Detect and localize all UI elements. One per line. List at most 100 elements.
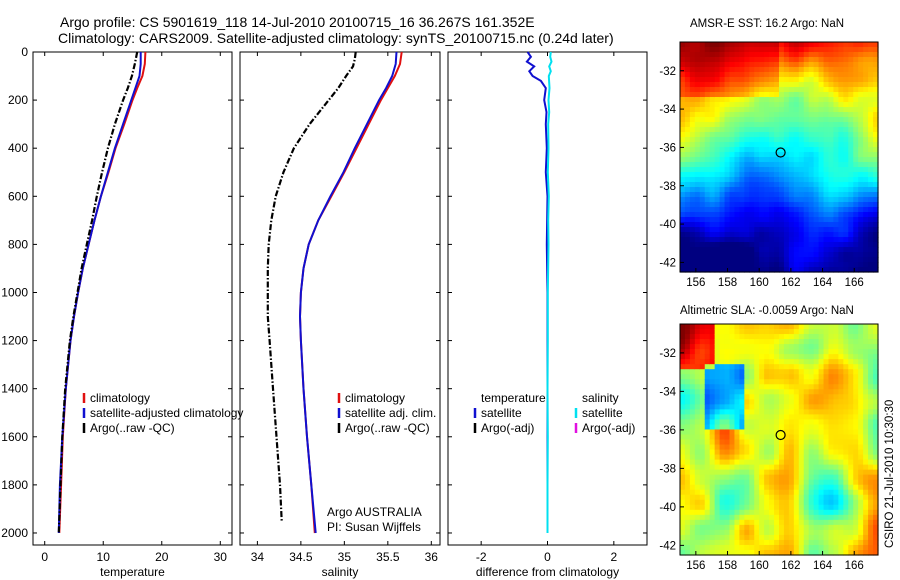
map-cell — [818, 449, 825, 456]
map-cell — [853, 469, 859, 476]
map-cell — [684, 474, 691, 481]
map-cell — [813, 137, 820, 143]
map-cell — [724, 364, 731, 370]
map-cell — [680, 369, 686, 375]
map-cell — [699, 152, 706, 158]
map-cell — [734, 202, 740, 208]
map-cell — [823, 429, 830, 436]
map-cell — [769, 162, 775, 168]
map-cell — [808, 454, 815, 461]
map-cell — [689, 374, 696, 380]
map-cell — [803, 394, 810, 400]
map-cell — [699, 102, 706, 108]
legend-salinity-label-2: Argo(..raw -QC) — [345, 421, 430, 435]
map-cell — [818, 359, 825, 365]
map-cell — [774, 122, 780, 128]
map-cell — [764, 534, 770, 541]
map-cell — [754, 409, 760, 415]
map-cell — [848, 152, 854, 158]
map-cell — [873, 142, 879, 148]
map-cell — [724, 494, 731, 501]
map-cell — [788, 534, 795, 541]
map-cell — [774, 369, 780, 375]
sst-map-title: AMSR-E SST: 16.2 Argo: NaN — [690, 18, 845, 30]
map-cell — [779, 52, 785, 58]
map-cell — [699, 484, 706, 491]
map-cell — [739, 137, 745, 143]
map-cell — [709, 469, 716, 476]
map-cell — [724, 242, 731, 248]
map-cell — [828, 519, 835, 526]
map-cell — [798, 107, 805, 113]
map-cell — [818, 534, 825, 541]
map-cell — [709, 484, 716, 491]
map-cell — [838, 77, 844, 83]
map-cell — [699, 242, 706, 248]
map-cell — [798, 137, 805, 143]
map-cell — [779, 182, 785, 188]
map-cell — [734, 509, 740, 516]
map-cell — [783, 42, 790, 48]
map-cell — [719, 354, 726, 360]
map-cell — [833, 389, 839, 395]
map-cell — [764, 334, 770, 340]
map-cell — [774, 217, 780, 223]
map-cell — [818, 374, 825, 380]
map-cell — [813, 132, 820, 138]
map-cell — [699, 262, 706, 268]
map-cell — [699, 519, 706, 526]
map-cell — [793, 262, 800, 268]
map-cell — [680, 157, 686, 163]
map-cell — [858, 62, 864, 68]
map-cell — [769, 479, 775, 486]
map-cell — [843, 389, 849, 395]
map-cell — [734, 384, 740, 390]
map-cell — [868, 212, 874, 218]
map-cell — [858, 257, 864, 263]
map-cell — [729, 389, 736, 395]
map-cell — [704, 329, 711, 335]
map-cell — [709, 384, 716, 390]
map-cell — [759, 324, 765, 330]
map-cell — [813, 197, 820, 203]
map-cell — [813, 77, 820, 83]
map-cell — [684, 504, 691, 511]
map-cell — [783, 529, 790, 536]
map-cell — [779, 147, 785, 153]
map-cell — [704, 549, 711, 556]
map-cell — [833, 364, 839, 370]
map-cell — [699, 232, 706, 238]
map-cell — [793, 217, 800, 223]
map-cell — [689, 122, 696, 128]
map-cell — [734, 267, 740, 273]
map-cell — [759, 369, 765, 375]
map-cell — [823, 52, 830, 58]
map-cell — [823, 92, 830, 98]
map-cell — [684, 389, 691, 395]
map-cell — [684, 349, 691, 355]
map-cell — [684, 257, 691, 263]
map-cell — [754, 494, 760, 501]
map-cell — [828, 217, 835, 223]
map-cell — [828, 399, 835, 405]
map-cell — [754, 399, 760, 405]
map-cell — [873, 162, 879, 168]
map-cell — [759, 489, 765, 496]
map-cell — [798, 424, 805, 431]
map-cell — [754, 404, 760, 410]
map-cell — [704, 464, 711, 471]
map-cell — [719, 142, 726, 148]
map-cell — [774, 359, 780, 365]
map-cell — [769, 107, 775, 113]
map-cell — [803, 87, 810, 93]
map-cell — [808, 232, 815, 238]
map-cell — [694, 494, 701, 501]
map-cell — [853, 374, 859, 380]
map-cell — [680, 172, 686, 178]
map-cell — [749, 132, 755, 138]
map-cell — [764, 177, 770, 183]
map-cell — [798, 419, 805, 426]
map-cell — [823, 539, 830, 546]
map-cell — [848, 459, 854, 466]
map-cell — [709, 267, 716, 273]
